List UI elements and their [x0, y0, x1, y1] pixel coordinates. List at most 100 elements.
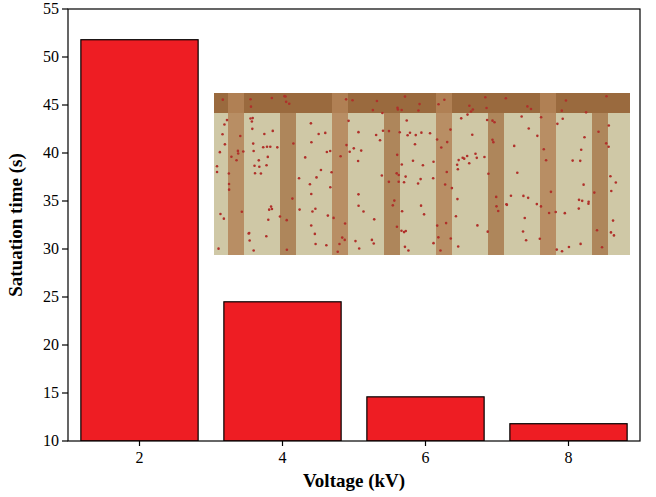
- photo-particle: [327, 214, 330, 217]
- photo-particle: [545, 159, 548, 162]
- photo-particle: [577, 207, 580, 210]
- photo-particle: [235, 159, 238, 162]
- photo-particle: [267, 218, 270, 221]
- photo-particle: [388, 181, 391, 184]
- photo-particle: [404, 230, 407, 233]
- photo-ground: [214, 93, 630, 255]
- photo-particle: [476, 224, 479, 227]
- photo-particle: [279, 215, 282, 218]
- photo-particle: [540, 116, 543, 119]
- photo-particle: [460, 117, 463, 120]
- bar: [510, 424, 627, 441]
- y-tick-label: 25: [43, 288, 59, 305]
- photo-particle: [439, 249, 442, 252]
- photo-particle: [288, 103, 291, 106]
- photo-particle: [555, 248, 558, 251]
- photo-particle: [587, 202, 590, 205]
- y-tick-label: 45: [43, 96, 59, 113]
- photo-particle: [317, 133, 320, 136]
- y-tick: [62, 248, 68, 249]
- photo-particle: [354, 240, 357, 243]
- photo-particle: [239, 135, 242, 138]
- photo-particle: [219, 151, 222, 154]
- photo-finger: [384, 113, 400, 255]
- photo-finger: [228, 93, 244, 255]
- photo-particle: [341, 236, 344, 239]
- photo-particle: [420, 131, 423, 134]
- photo-particle: [223, 217, 226, 220]
- photo-particle: [520, 115, 523, 118]
- photo-particle: [486, 119, 489, 122]
- photo-particle: [522, 195, 525, 198]
- photo-particle: [474, 153, 477, 156]
- photo-particle: [320, 169, 323, 172]
- photo-particle: [510, 194, 513, 197]
- photo-particle: [579, 243, 582, 246]
- photo-particle: [376, 100, 379, 103]
- photo-particle: [219, 213, 222, 216]
- photo-particle: [409, 132, 412, 135]
- photo-particle: [381, 174, 384, 177]
- photo-particle: [484, 96, 487, 99]
- photo-particle: [357, 131, 360, 134]
- photo-particle: [382, 130, 385, 133]
- x-tick: [282, 441, 283, 446]
- photo-particle: [609, 175, 612, 178]
- photo-particle: [251, 128, 254, 131]
- photo-particle: [241, 210, 244, 213]
- photo-particle: [397, 108, 400, 111]
- photo-particle: [564, 212, 567, 215]
- x-tick-label: 2: [136, 449, 144, 466]
- photo-particle: [257, 159, 260, 162]
- photo-particle: [506, 204, 509, 207]
- photo-particle: [585, 111, 588, 114]
- photo-particle: [360, 149, 363, 152]
- photo-particle: [445, 171, 448, 174]
- y-tick: [62, 56, 68, 57]
- photo-particle: [285, 101, 288, 104]
- photo-finger: [488, 113, 504, 255]
- photo-particle: [471, 133, 474, 136]
- photo-electrode: [214, 93, 630, 113]
- photo-particle: [437, 236, 440, 239]
- photo-particle: [493, 121, 496, 124]
- photo-particle: [396, 225, 399, 228]
- bar: [224, 302, 341, 441]
- y-tick-label: 50: [43, 48, 59, 65]
- photo-particle: [251, 117, 254, 120]
- photo-particle: [578, 199, 581, 202]
- photo-particle: [432, 160, 435, 163]
- photo-particle: [526, 105, 529, 108]
- photo-particle: [352, 147, 355, 150]
- photo-particle: [568, 246, 571, 249]
- photo-particle: [449, 237, 452, 240]
- photo-particle: [266, 146, 269, 149]
- photo-particle: [329, 186, 332, 189]
- photo-particle: [472, 108, 475, 111]
- photo-particle: [538, 237, 541, 240]
- photo-particle: [388, 130, 391, 133]
- x-tick: [568, 441, 569, 446]
- photo-particle: [357, 193, 360, 196]
- photo-particle: [270, 205, 273, 208]
- photo-particle: [237, 152, 240, 155]
- photo-particle: [373, 218, 376, 221]
- chart-svg: 101520253035404550552468Voltage (kV)Satu…: [0, 0, 656, 497]
- photo-particle: [248, 232, 251, 235]
- y-tick: [62, 8, 68, 9]
- photo-particle: [325, 244, 328, 247]
- photo-particle: [419, 178, 422, 181]
- photo-particle: [444, 183, 447, 186]
- photo-particle: [536, 203, 539, 206]
- photo-particle: [466, 113, 469, 116]
- photo-particle: [271, 97, 274, 100]
- photo-particle: [530, 108, 533, 111]
- photo-particle: [401, 210, 404, 213]
- photo-particle: [561, 250, 564, 253]
- x-tick-label: 8: [565, 449, 573, 466]
- photo-particle: [536, 135, 539, 138]
- photo-particle: [221, 133, 224, 136]
- photo-particle: [332, 217, 335, 220]
- photo-particle: [249, 117, 252, 120]
- photo-particle: [398, 131, 401, 134]
